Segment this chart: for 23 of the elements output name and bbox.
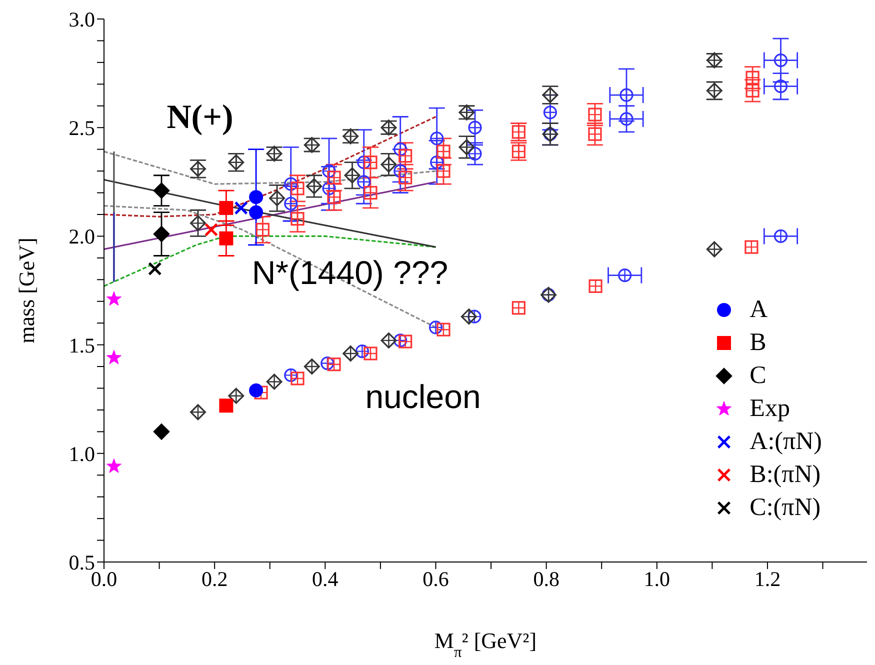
legend-label: C	[750, 362, 766, 390]
y-axis-title: mass [GeV]	[14, 238, 39, 344]
y-tick-label: 1.5	[68, 333, 95, 358]
x-tick-label: 1.0	[644, 566, 670, 591]
annotation: nucleon	[365, 378, 481, 416]
legend-label: A	[750, 296, 768, 324]
x-tick-label: 0.6	[422, 566, 449, 591]
x-tick-label: 0.8	[533, 566, 560, 591]
y-tick-label: 3.0	[68, 7, 95, 32]
legend-label: B	[750, 328, 766, 356]
legend-label: B:(πN)	[750, 460, 821, 488]
x-tick-label: 0.2	[201, 566, 228, 591]
x-tick-label: 1.2	[754, 566, 781, 591]
annotation: N(+)	[166, 99, 234, 137]
x-axis-title: M$_{π}$² [GeV²]	[434, 628, 537, 660]
legend-label: C:(πN)	[750, 494, 821, 522]
y-tick-label: 2.5	[68, 116, 95, 140]
annotation: N*(1440) ???	[252, 254, 448, 292]
legend-label: Exp	[750, 394, 790, 422]
y-tick-label: 2.0	[68, 224, 95, 249]
y-tick-label: 1.0	[68, 442, 95, 466]
legend-label: A:(πN)	[750, 428, 822, 456]
x-tick-label: 0.4	[312, 566, 339, 591]
